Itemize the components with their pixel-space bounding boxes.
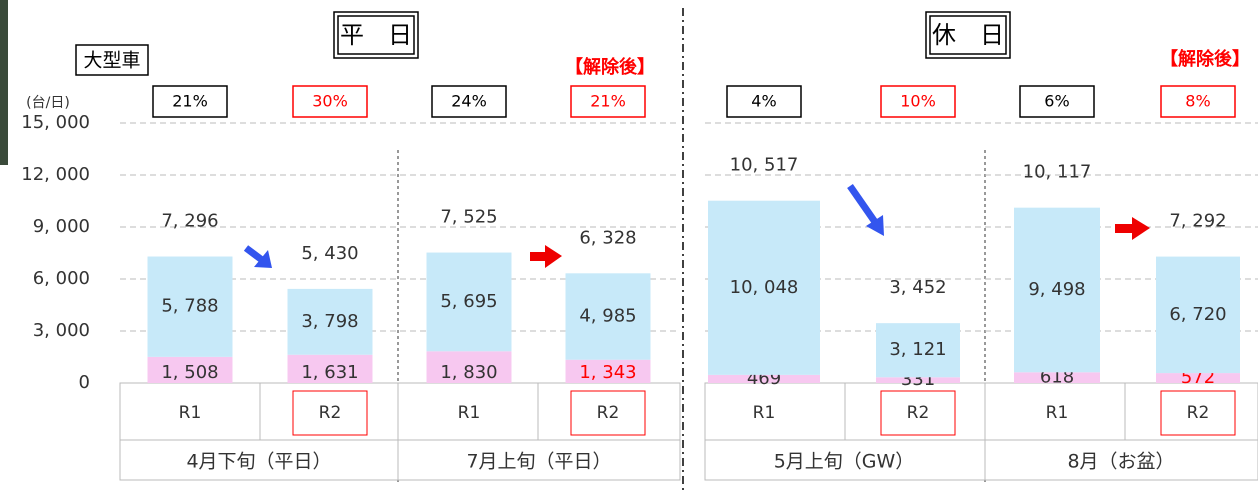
y-tick-label: 12, 000 — [21, 164, 90, 185]
panel-title: 休 日 — [932, 21, 1004, 49]
value-label: 1, 830 — [440, 362, 497, 383]
value-label: 9, 498 — [1028, 279, 1085, 300]
x-tick-label: R1 — [753, 403, 776, 423]
percent-label: 4% — [751, 92, 776, 111]
percent-label: 21% — [172, 92, 208, 111]
group-label: 8月（お盆） — [1067, 451, 1174, 473]
value-label: 1, 631 — [301, 362, 358, 383]
total-label: 10, 117 — [1023, 162, 1092, 183]
y-tick-label: 15, 000 — [21, 112, 90, 133]
value-label: 3, 798 — [301, 311, 358, 332]
total-label: 7, 296 — [161, 211, 218, 232]
vehicle-label: 大型車 — [83, 50, 140, 72]
percent-label: 24% — [451, 92, 487, 111]
total-label: 10, 517 — [730, 155, 799, 176]
y-tick-label: 3, 000 — [33, 320, 90, 341]
value-label: 1, 343 — [579, 362, 636, 383]
group-label: 4月下旬（平日） — [186, 451, 331, 473]
total-label: 6, 328 — [579, 227, 636, 248]
x-tick-label: R2 — [907, 403, 930, 423]
value-label: 5, 695 — [440, 291, 497, 312]
value-label: 10, 048 — [730, 277, 799, 298]
x-tick-label: R2 — [319, 403, 342, 423]
value-label: 5, 788 — [161, 296, 218, 317]
total-label: 3, 452 — [889, 277, 946, 298]
group-label: 5月上旬（GW） — [774, 451, 915, 473]
x-tick-label: R1 — [458, 403, 481, 423]
value-label: 4, 985 — [579, 306, 636, 327]
photo-edge — [0, 0, 8, 165]
y-tick-label: 6, 000 — [33, 268, 90, 289]
arrow — [246, 248, 272, 268]
annotation: 【解除後】 — [565, 56, 655, 78]
value-label: 6, 720 — [1169, 304, 1226, 325]
panel-title: 平 日 — [340, 21, 412, 49]
total-label: 7, 292 — [1169, 211, 1226, 232]
y-axis-label: (台/日) — [26, 95, 70, 111]
arrow — [530, 245, 562, 268]
total-label: 7, 525 — [440, 207, 497, 228]
group-label: 7月上旬（平日） — [466, 451, 611, 473]
annotation: 【解除後】 — [1160, 48, 1250, 70]
x-tick-label: R1 — [1046, 403, 1069, 423]
percent-label: 10% — [900, 92, 936, 111]
x-tick-label: R1 — [179, 403, 202, 423]
percent-label: 30% — [312, 92, 348, 111]
y-tick-label: 0 — [79, 372, 90, 393]
chart: 平 日 休 日 大型車 【解除後】 【解除後】 (台/日) 0 3, 000 6, … — [0, 0, 1258, 494]
x-tick-label: R2 — [597, 403, 620, 423]
percent-label: 8% — [1185, 92, 1210, 111]
arrow — [850, 186, 884, 236]
percent-label: 21% — [590, 92, 626, 111]
arrow — [1115, 217, 1150, 240]
percent-label: 6% — [1044, 92, 1069, 111]
x-tick-label: R2 — [1187, 403, 1210, 423]
value-label: 1, 508 — [161, 362, 218, 383]
total-label: 5, 430 — [301, 243, 358, 264]
y-tick-label: 9, 000 — [33, 216, 90, 237]
value-label: 3, 121 — [889, 339, 946, 360]
